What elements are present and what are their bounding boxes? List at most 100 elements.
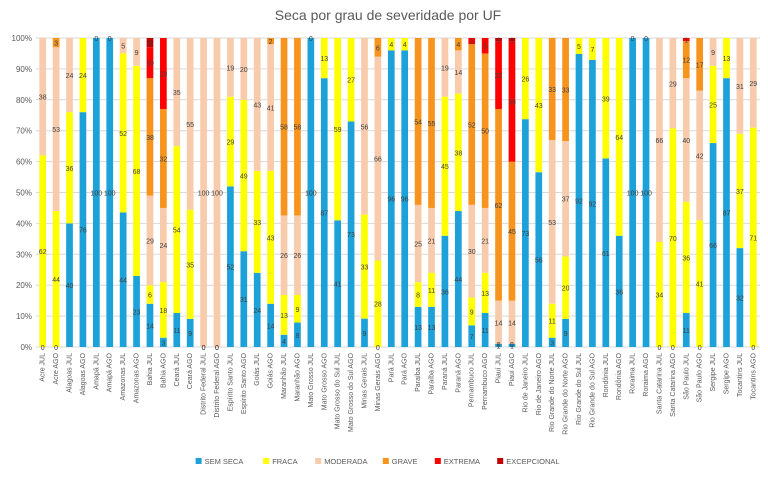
legend-label: FRACA [272, 457, 297, 466]
x-tick-label: Tocantins JUL [737, 353, 744, 397]
x-tick-label: Paraíba AGO [429, 352, 436, 394]
data-label: 11 [173, 328, 180, 335]
bar-segment [508, 161, 516, 301]
data-label: 92 [589, 201, 597, 208]
bar-segment [334, 38, 342, 221]
data-label: 71 [749, 235, 757, 242]
data-label: 3 [550, 340, 554, 347]
x-tick-label: Pará AGO [402, 352, 409, 384]
bar-segment [468, 325, 476, 347]
bar-segment [414, 38, 422, 205]
bar-segment [186, 318, 194, 347]
bar-segment [414, 204, 422, 283]
x-tick-label: Alagoas AGO [80, 352, 87, 395]
data-label: 21 [428, 238, 436, 245]
bar-segment [682, 313, 690, 347]
bar-segment [267, 38, 274, 45]
x-tick-label: Roraima AGO [643, 352, 650, 396]
data-label: 0 [644, 36, 648, 43]
data-label: 26 [294, 253, 302, 260]
data-label: 92 [575, 198, 583, 205]
bar-segment [79, 38, 87, 113]
bar-segment [66, 112, 73, 224]
legend-label: GRAVE [392, 457, 418, 466]
bar-segment [66, 38, 73, 113]
legend-label: EXCEPCIONAL [506, 457, 559, 466]
bar-segment [280, 334, 288, 347]
data-label: 49 [240, 174, 248, 181]
bar-segment [481, 272, 489, 314]
bar-segment [160, 109, 167, 208]
x-tick-label: Santa Catarina JUL [656, 353, 663, 414]
y-tick-label: 90% [16, 65, 32, 74]
data-label: 24 [66, 73, 74, 80]
legend-swatch [263, 458, 270, 464]
data-label: 36 [441, 289, 449, 296]
bar-segment [454, 38, 462, 51]
data-label: 9 [295, 307, 299, 314]
data-label: 30 [468, 249, 476, 256]
bar-segment [562, 141, 569, 257]
bar-segment [589, 38, 596, 60]
data-label: 0 [698, 345, 702, 352]
legend-item: SEM SECA [195, 457, 244, 466]
bar-segment [133, 38, 140, 66]
bar-segment [133, 65, 140, 276]
data-label: 20 [562, 286, 570, 293]
bar-segment [414, 306, 422, 347]
data-label: 2 [269, 39, 273, 46]
bar-segment [562, 318, 569, 347]
bar-segment [387, 50, 395, 348]
bar-segment [736, 38, 744, 134]
bar-segment [481, 207, 489, 273]
bar-segment [146, 195, 154, 286]
y-axis-tick-labels: 0% 10% 20% 30% 40% 50% 60% 70% 80% 90% 100% [12, 34, 32, 352]
bar-segment [696, 90, 704, 221]
bar-segment [736, 248, 744, 347]
data-label: 33 [562, 88, 570, 95]
bar-segment [428, 38, 435, 208]
data-label: 41 [334, 282, 342, 289]
data-label: 35 [186, 262, 194, 269]
bar-segment [548, 38, 556, 140]
data-label: 6 [376, 45, 380, 52]
data-label: 41 [267, 106, 275, 113]
bar-segment [173, 313, 181, 347]
bar-segment [39, 38, 47, 156]
data-label: 9 [188, 331, 192, 338]
bar-segment [146, 47, 154, 79]
legend-label: SEM SECA [205, 457, 244, 466]
bar-segment [320, 38, 328, 79]
x-tick-label: Alagoas JUL [67, 353, 74, 393]
bar-segment [495, 300, 502, 344]
data-label: 73 [521, 231, 529, 238]
data-label: 32 [159, 157, 167, 164]
x-axis-tick-labels: Acre JUL Acre AGO Alagoas JUL Alagoas AGO Am… [40, 352, 758, 434]
x-tick-label: Espírito Santo AGO [241, 352, 248, 414]
x-tick-label: Piauí AGO [509, 352, 516, 386]
bar-segment [468, 204, 476, 298]
x-tick-label: Minas Gerais JUL [361, 353, 368, 409]
legend-swatch [315, 458, 322, 464]
bar-segment [548, 303, 556, 338]
data-label: 25 [414, 241, 422, 248]
data-label: 26 [280, 253, 288, 260]
x-tick-label: Espírito Santo JUL [227, 353, 234, 411]
data-label: 36 [615, 289, 623, 296]
x-tick-label: Paraná JUL [442, 353, 449, 390]
x-tick-label: Pernambuco JUL [469, 353, 476, 407]
data-label: 32 [736, 296, 744, 303]
y-tick-label: 60% [16, 158, 32, 167]
data-label: 21 [481, 238, 489, 245]
bar-segment [401, 38, 409, 51]
data-label: 13 [481, 291, 489, 298]
bar-segment [535, 172, 543, 347]
data-label: 29 [146, 238, 154, 245]
data-label: 3 [148, 41, 152, 48]
bar-segment [253, 170, 261, 273]
data-label: 68 [133, 169, 141, 176]
data-label: 0 [671, 345, 675, 352]
data-label: 59 [334, 127, 342, 134]
data-label: 0 [94, 36, 98, 43]
data-label: 62 [495, 203, 503, 210]
